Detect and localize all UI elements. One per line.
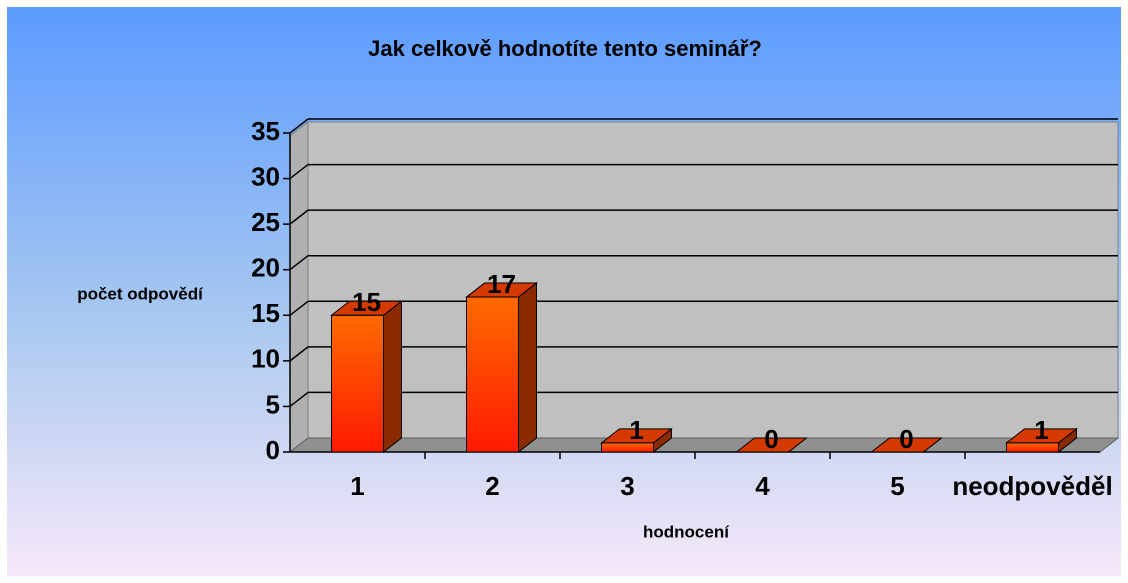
grid-line xyxy=(289,209,309,225)
x-tick-label: 5 xyxy=(890,471,904,501)
data-label: 1 xyxy=(629,415,643,445)
bar-side xyxy=(518,282,537,454)
x-tick-label: 4 xyxy=(755,471,770,501)
bar-top xyxy=(735,437,808,453)
x-tick-label: 2 xyxy=(485,471,499,501)
chart-title: Jak celkově hodnotíte tento seminář? xyxy=(368,36,762,61)
y-axis-title: počet odpovědí xyxy=(77,284,204,303)
grid-line xyxy=(289,346,309,362)
x-axis-title: hodnocení xyxy=(643,522,730,541)
data-label: 17 xyxy=(487,269,516,299)
grid-line xyxy=(289,255,309,271)
back-wall xyxy=(307,121,1119,439)
grid-line xyxy=(289,391,309,408)
x-tick-label: neodpověděl xyxy=(952,471,1112,501)
data-label: 15 xyxy=(352,287,381,317)
bar xyxy=(1006,442,1059,453)
x-tick-label: 3 xyxy=(620,471,634,501)
y-tick-label: 5 xyxy=(266,389,280,419)
y-tick-label: 0 xyxy=(266,435,280,465)
data-label: 0 xyxy=(764,424,778,454)
y-tick-label: 30 xyxy=(251,161,280,191)
floor xyxy=(288,437,1120,453)
y-tick-label: 15 xyxy=(251,298,280,328)
grid-line xyxy=(289,118,309,134)
y-tick-label: 20 xyxy=(251,253,280,283)
bar-top xyxy=(870,437,943,453)
bar xyxy=(601,442,654,453)
grid-line xyxy=(289,300,309,316)
data-label: 0 xyxy=(899,424,913,454)
grid-line xyxy=(289,163,309,180)
y-tick-label: 10 xyxy=(251,344,280,374)
bar xyxy=(466,296,519,453)
y-tick-label: 35 xyxy=(251,116,280,146)
data-label: 1 xyxy=(1034,415,1048,445)
y-tick-label: 25 xyxy=(251,207,280,237)
bar xyxy=(331,314,384,453)
x-tick-label: 1 xyxy=(350,471,364,501)
bar-side xyxy=(383,300,402,454)
